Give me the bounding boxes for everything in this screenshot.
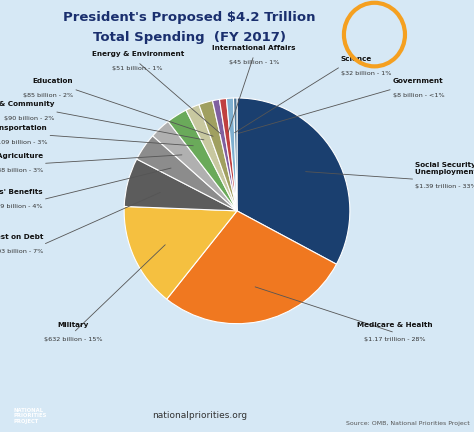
Text: $8 billion - <1%: $8 billion - <1% xyxy=(393,93,444,98)
Wedge shape xyxy=(227,98,237,211)
Wedge shape xyxy=(199,101,237,211)
Text: Science: Science xyxy=(341,56,372,62)
Text: $109 billion - 3%: $109 billion - 3% xyxy=(0,140,47,145)
Wedge shape xyxy=(237,98,350,264)
Text: Interest on Debt: Interest on Debt xyxy=(0,234,43,240)
Text: Housing & Community: Housing & Community xyxy=(0,101,54,107)
Text: Energy & Environment: Energy & Environment xyxy=(91,51,184,57)
Text: $303 billion - 7%: $303 billion - 7% xyxy=(0,249,43,254)
Text: $179 billion - 4%: $179 billion - 4% xyxy=(0,204,43,209)
Text: Total Spending  (FY 2017): Total Spending (FY 2017) xyxy=(93,31,286,44)
Text: $632 billion - 15%: $632 billion - 15% xyxy=(44,337,102,342)
Text: Source: OMB, National Priorities Project: Source: OMB, National Priorities Project xyxy=(346,421,469,426)
Text: $138 billion - 3%: $138 billion - 3% xyxy=(0,168,43,173)
Text: $51 billion - 1%: $51 billion - 1% xyxy=(112,67,163,71)
Text: Transportation: Transportation xyxy=(0,125,47,131)
Text: Military: Military xyxy=(58,322,89,328)
Text: President's Proposed $4.2 Trillion: President's Proposed $4.2 Trillion xyxy=(64,11,316,24)
Wedge shape xyxy=(219,98,237,211)
Wedge shape xyxy=(153,121,237,211)
Text: $45 billion - 1%: $45 billion - 1% xyxy=(229,60,279,65)
Text: Medicare & Health: Medicare & Health xyxy=(357,322,433,328)
Wedge shape xyxy=(124,206,237,299)
Text: NATIONAL
PRIORITIES
PROJECT: NATIONAL PRIORITIES PROJECT xyxy=(14,407,47,424)
Text: nationalpriorities.org: nationalpriorities.org xyxy=(152,411,247,419)
Text: Social Security,
Unemployment & Labor: Social Security, Unemployment & Labor xyxy=(415,162,474,175)
Text: Veterans' Benefits: Veterans' Benefits xyxy=(0,189,43,195)
Text: Government: Government xyxy=(393,79,443,84)
Wedge shape xyxy=(186,105,237,211)
Text: $1.17 trillion - 28%: $1.17 trillion - 28% xyxy=(364,337,426,342)
Wedge shape xyxy=(168,110,237,211)
Text: $32 billion - 1%: $32 billion - 1% xyxy=(341,71,391,76)
Wedge shape xyxy=(234,98,237,211)
Wedge shape xyxy=(212,99,237,211)
Text: $90 billion - 2%: $90 billion - 2% xyxy=(4,116,54,121)
Wedge shape xyxy=(124,159,237,211)
Text: Education: Education xyxy=(33,79,73,84)
Wedge shape xyxy=(167,211,337,324)
Text: Food & Agriculture: Food & Agriculture xyxy=(0,153,43,159)
Text: International Affairs: International Affairs xyxy=(212,44,296,51)
Text: $85 billion - 2%: $85 billion - 2% xyxy=(23,93,73,98)
Wedge shape xyxy=(137,136,237,211)
Text: $1.39 trillion - 33%: $1.39 trillion - 33% xyxy=(415,184,474,189)
